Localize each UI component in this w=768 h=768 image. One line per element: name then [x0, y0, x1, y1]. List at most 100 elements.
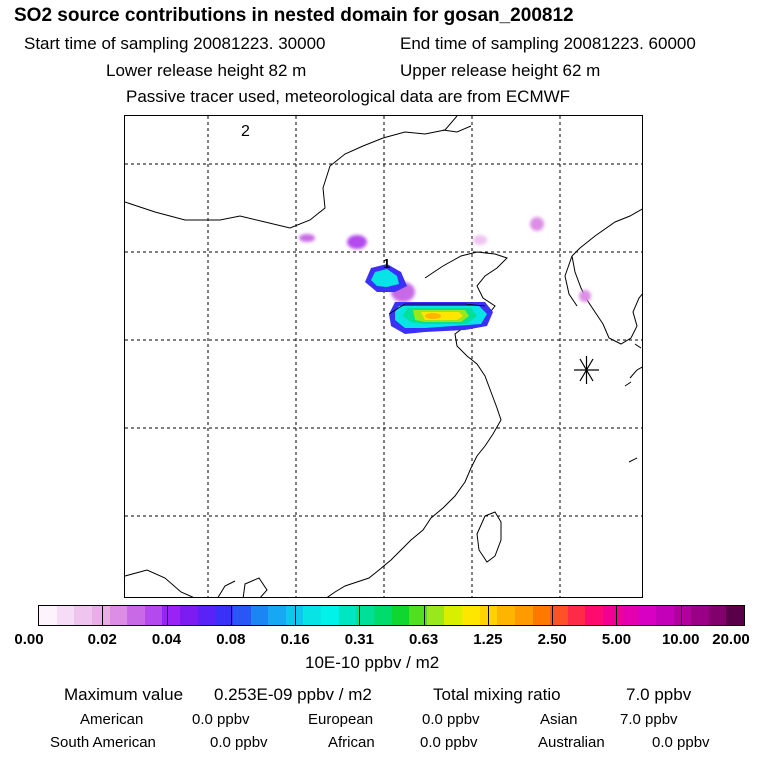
region-value-south-american: 0.0 ppbv — [210, 734, 268, 751]
colorbar-segment — [585, 606, 603, 625]
colorbar-segment — [285, 606, 304, 625]
colorbar-segment — [74, 606, 92, 625]
colorbar-segment — [180, 606, 198, 625]
korea-coast — [571, 255, 642, 345]
colorbar-segment — [638, 606, 656, 625]
colorbar-segment — [56, 606, 75, 625]
colorbar-segment — [39, 606, 57, 625]
region-name-asian: Asian — [540, 711, 578, 728]
taiwan — [476, 511, 502, 563]
colorbar-segment — [373, 606, 392, 625]
colorbar-units: 10E-10 ppbv / m2 — [305, 653, 440, 672]
map-panel: 2 1 — [124, 115, 643, 598]
total-mixing-value: 7.0 ppbv — [626, 685, 692, 704]
korea-west-coast — [564, 255, 578, 307]
colorbar-segment — [726, 606, 744, 625]
region-name-australian: Australian — [538, 734, 605, 751]
region-name-american: American — [80, 711, 144, 728]
colorbar-segment — [497, 606, 515, 625]
colorbar-tick-label: 0.02 — [87, 631, 117, 648]
max-value: 0.253E-09 ppbv / m2 — [214, 685, 372, 704]
lat-lon-grid — [125, 116, 642, 597]
colorbar-segment — [462, 606, 480, 625]
colorbar-tick-label: 0.16 — [280, 631, 310, 648]
region-name-european: European — [308, 711, 374, 728]
northeast-border — [571, 208, 642, 257]
colorbar-divider — [423, 606, 425, 625]
colorbar-divider — [295, 606, 297, 625]
china-korea-border — [442, 125, 472, 133]
end-time: End time of sampling 20081223. 60000 — [400, 34, 696, 53]
total-mixing-label: Total mixing ratio — [433, 685, 561, 704]
japan-kyushu — [629, 366, 642, 379]
colorbar-segment — [91, 606, 110, 625]
colorbar-segment — [550, 606, 568, 625]
colorbar-segment — [232, 606, 251, 625]
max-value-label: Maximum value — [64, 685, 184, 704]
colorbar-segment — [338, 606, 357, 625]
colorbar-segment — [197, 606, 216, 625]
colorbar-tick-label: 0.08 — [216, 631, 246, 648]
japan-islands — [624, 343, 642, 463]
coastlines — [125, 116, 642, 597]
lower-release-height: Lower release height 82 m — [106, 61, 307, 80]
region-value-african: 0.0 ppbv — [420, 734, 478, 751]
hainan — [242, 577, 268, 597]
colorbar-divider — [359, 606, 361, 625]
concentration-plume — [299, 217, 591, 334]
colorbar-segment — [321, 606, 339, 625]
colorbar-tick-label: 0.00 — [14, 631, 44, 648]
colorbar-segment — [144, 606, 163, 625]
colorbar-divider — [552, 606, 554, 625]
colorbar-divider — [487, 606, 489, 625]
colorbar-segment — [444, 606, 462, 625]
colorbar-segment — [691, 606, 709, 625]
colorbar-divider — [166, 606, 168, 625]
region-value-australian: 0.0 ppbv — [652, 734, 710, 751]
colorbar-segment — [409, 606, 427, 625]
bohai-coast — [326, 251, 508, 597]
colorbar-tick-label: 1.25 — [473, 631, 503, 648]
region-value-american: 0.0 ppbv — [192, 711, 250, 728]
figure-title: SO2 source contributions in nested domai… — [14, 5, 574, 26]
mongolia-border — [125, 116, 458, 229]
colorbar-segment — [532, 606, 551, 625]
colorbar-segment — [620, 606, 639, 625]
colorbar — [38, 605, 745, 626]
colorbar-divider — [616, 606, 618, 625]
tracer-note: Passive tracer used, meteorological data… — [126, 87, 571, 106]
colorbar-segment — [303, 606, 321, 625]
upper-release-height: Upper release height 62 m — [400, 61, 601, 80]
colorbar-segment — [655, 606, 674, 625]
colorbar-divider — [680, 606, 682, 625]
colorbar-segment — [127, 606, 145, 625]
asterisk-receptor-icon — [574, 356, 599, 384]
colorbar-segment — [250, 606, 269, 625]
region-value-european: 0.0 ppbv — [422, 711, 480, 728]
colorbar-segment — [426, 606, 445, 625]
map-label-2: 2 — [241, 123, 250, 140]
region-value-asian: 7.0 ppbv — [620, 711, 678, 728]
region-name-south-american: South American — [50, 734, 156, 751]
colorbar-segment — [109, 606, 128, 625]
colorbar-segment — [356, 606, 374, 625]
colorbar-tick-label: 2.50 — [537, 631, 567, 648]
colorbar-segment — [268, 606, 286, 625]
colorbar-tick-label: 0.63 — [409, 631, 439, 648]
plume-boundary — [388, 303, 486, 315]
colorbar-segment — [603, 606, 621, 625]
map-canvas: 2 1 — [125, 116, 642, 597]
colorbar-segment — [514, 606, 533, 625]
colorbar-tick-label: 5.00 — [601, 631, 632, 648]
colorbar-divider — [230, 606, 232, 625]
colorbar-segment — [215, 606, 233, 625]
region-name-african: African — [328, 734, 375, 751]
colorbar-segment — [673, 606, 692, 625]
map-label-1: 1 — [383, 256, 390, 271]
south-china-border — [125, 569, 194, 597]
colorbar-tick-label: 0.31 — [344, 631, 374, 648]
colorbar-divider — [102, 606, 104, 625]
colorbar-tick-label: 10.00 — [661, 631, 700, 648]
colorbar-tick-label: 20.00 — [712, 631, 750, 648]
vietnam-border — [217, 580, 236, 597]
